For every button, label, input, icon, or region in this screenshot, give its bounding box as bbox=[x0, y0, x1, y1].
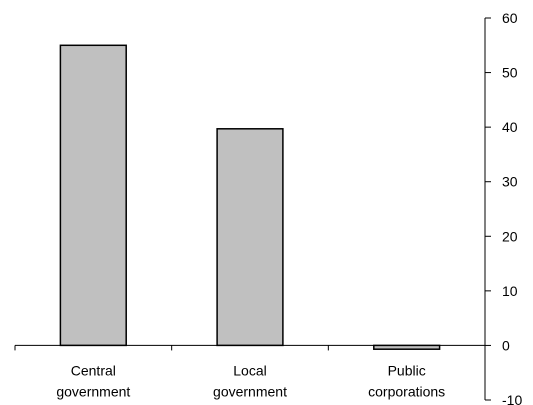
bar-2 bbox=[373, 344, 441, 350]
y-tick-label-7: 60 bbox=[502, 10, 518, 26]
y-tick-label-5: 40 bbox=[502, 119, 518, 135]
y-tick-label-6: 50 bbox=[502, 65, 518, 81]
bars-group bbox=[59, 44, 441, 350]
y-tick-label-1: 0 bbox=[502, 337, 510, 353]
y-tick-label-0: -10 bbox=[502, 392, 522, 405]
y-tick-label-2: 10 bbox=[502, 283, 518, 299]
bar-1 bbox=[216, 128, 284, 347]
category-label-1: Local government bbox=[213, 362, 287, 399]
y-tick-label-3: 20 bbox=[502, 228, 518, 244]
bar-0 bbox=[59, 44, 127, 347]
axes-group bbox=[14, 17, 491, 401]
labels-group: -10 0 10 20 30 40 50 60 Central government Local go… bbox=[56, 10, 522, 405]
category-label-2: Public corporations bbox=[368, 362, 445, 399]
y-tick-label-4: 30 bbox=[502, 174, 518, 190]
category-label-0: Central government bbox=[56, 362, 130, 399]
